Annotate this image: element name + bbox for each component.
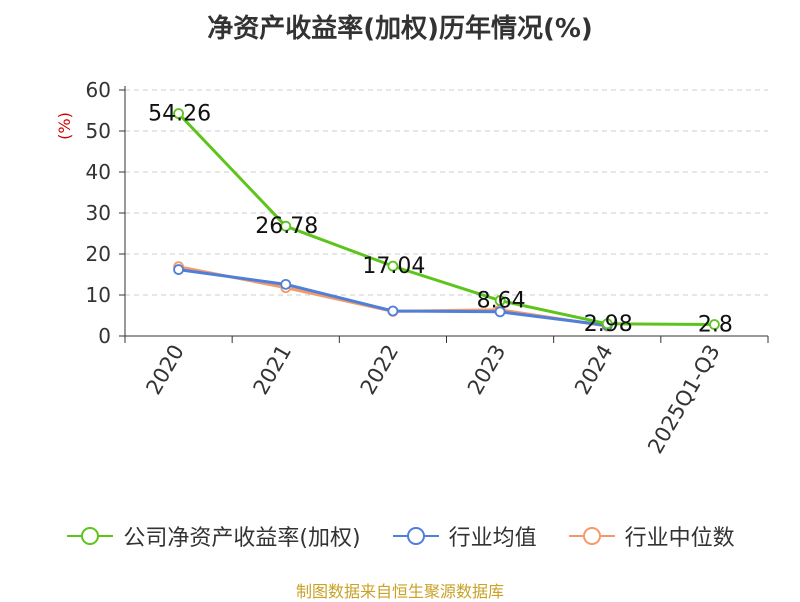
y-tick-label: 30 bbox=[86, 201, 111, 225]
data-label: 17.04 bbox=[362, 254, 425, 279]
x-tick-label: 2020 bbox=[141, 341, 189, 399]
legend-item[interactable]: 公司净资产收益率(加权) bbox=[65, 520, 361, 552]
data-point bbox=[387, 305, 399, 317]
x-tick-label: 2021 bbox=[249, 341, 297, 399]
data-point bbox=[494, 306, 506, 318]
legend-marker-icon bbox=[568, 527, 615, 545]
legend: 公司净资产收益率(加权) 行业均值 行业中位数 bbox=[0, 520, 800, 552]
data-point bbox=[280, 278, 292, 290]
y-tick-label: 40 bbox=[86, 160, 111, 184]
data-label: 54.26 bbox=[148, 102, 211, 127]
data-label: 2.8 bbox=[698, 313, 733, 338]
y-tick-label: 20 bbox=[86, 242, 111, 266]
x-tick-label: 2024 bbox=[570, 341, 618, 399]
y-tick-label: 50 bbox=[86, 119, 111, 143]
source-note: 制图数据来自恒生聚源数据库 bbox=[295, 582, 504, 601]
y-tick-label: 10 bbox=[86, 283, 111, 307]
data-point bbox=[494, 295, 506, 306]
data-point bbox=[387, 260, 399, 272]
data-label: 26.78 bbox=[255, 214, 318, 239]
series-line bbox=[177, 112, 715, 327]
data-point bbox=[709, 319, 720, 330]
legend-marker-icon bbox=[392, 527, 439, 545]
data-point bbox=[601, 318, 613, 330]
x-tick-label: 2023 bbox=[463, 341, 511, 399]
data-point bbox=[280, 220, 292, 232]
chart-title: 净资产收益率(加权)历年情况(%) bbox=[207, 14, 593, 44]
x-tick-label: 2025Q1-Q3 bbox=[643, 341, 725, 458]
legend-label: 公司净资产收益率(加权) bbox=[123, 526, 361, 551]
legend-marker-icon bbox=[67, 527, 114, 545]
data-point bbox=[173, 264, 184, 275]
data-label: 2.98 bbox=[584, 312, 633, 337]
y-tick-label: 60 bbox=[86, 78, 111, 102]
legend-label: 行业均值 bbox=[448, 526, 537, 551]
y-tick-label: 0 bbox=[98, 324, 111, 348]
data-point bbox=[173, 108, 184, 119]
x-tick-label: 2022 bbox=[356, 341, 404, 399]
legend-item[interactable]: 行业中位数 bbox=[567, 520, 735, 552]
legend-label: 行业中位数 bbox=[624, 526, 735, 551]
legend-item[interactable]: 行业均值 bbox=[391, 520, 537, 552]
data-label: 8.64 bbox=[477, 289, 526, 314]
y-axis-label: (%) bbox=[55, 112, 74, 140]
